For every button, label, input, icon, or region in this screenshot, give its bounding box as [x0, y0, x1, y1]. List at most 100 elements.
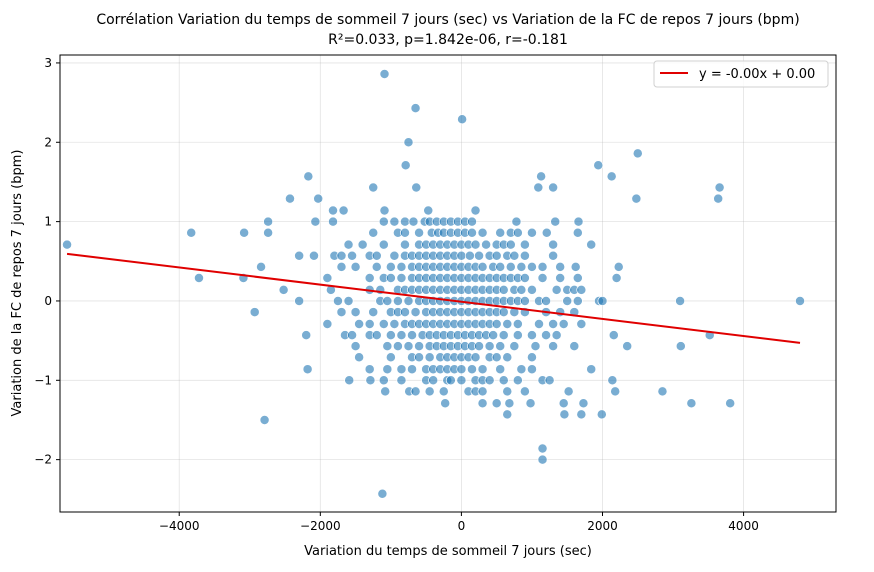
data-points: [62, 69, 805, 499]
data-point: [256, 261, 267, 272]
data-point: [509, 341, 520, 352]
y-tick-label: 2: [44, 135, 52, 149]
data-point: [389, 319, 400, 329]
data-point: [371, 261, 382, 272]
plot-frame: [59, 54, 837, 513]
data-point: [491, 352, 502, 363]
y-tick-label: 3: [44, 56, 52, 70]
data-point: [347, 250, 358, 261]
data-point: [400, 216, 410, 227]
data-point: [516, 284, 527, 295]
data-point: [502, 319, 513, 329]
data-point: [445, 375, 456, 386]
data-point: [322, 272, 333, 283]
data-point: [385, 261, 396, 272]
data-point: [551, 284, 562, 295]
data-point: [396, 375, 407, 386]
data-point: [456, 364, 467, 375]
data-point: [519, 250, 530, 261]
data-point: [725, 398, 736, 409]
x-tick-label: 0: [458, 519, 466, 533]
data-point: [519, 239, 530, 250]
data-point: [526, 330, 537, 341]
data-point: [385, 272, 396, 283]
regression-line: [66, 252, 801, 344]
data-point: [558, 398, 569, 409]
data-point: [365, 375, 376, 386]
data-point: [392, 296, 403, 306]
x-tick-label: 4000: [728, 519, 759, 533]
data-point: [310, 216, 321, 227]
data-point: [389, 216, 400, 227]
data-point: [502, 409, 513, 420]
data-point: [336, 307, 347, 318]
data-point: [278, 284, 289, 295]
x-tick-label: 2000: [587, 519, 618, 533]
data-point: [474, 250, 484, 261]
x-tick-label: −2000: [300, 519, 341, 533]
data-point: [559, 409, 570, 420]
data-point: [456, 250, 467, 261]
data-point: [368, 227, 379, 238]
data-point: [378, 375, 389, 386]
data-point: [400, 239, 410, 250]
data-point: [613, 261, 624, 272]
data-point: [368, 307, 379, 318]
data-point: [504, 398, 515, 409]
data-point: [537, 443, 548, 454]
y-tick-label: −2: [34, 453, 52, 467]
data-point: [593, 160, 604, 171]
data-point: [403, 341, 414, 352]
grid: [60, 55, 836, 512]
data-point: [484, 375, 495, 386]
data-point: [608, 330, 619, 341]
data-point: [285, 193, 295, 204]
data-point: [477, 227, 488, 238]
legend-box: [653, 60, 829, 88]
x-tick-label: −4000: [159, 519, 200, 533]
data-point: [505, 261, 516, 272]
data-point: [408, 216, 419, 227]
data-point: [511, 216, 522, 227]
data-point: [309, 250, 319, 261]
data-point: [555, 307, 566, 318]
data-point: [396, 364, 407, 375]
data-point: [378, 319, 389, 329]
legend: y = -0.00x + 0.00: [653, 60, 829, 88]
data-point: [606, 171, 617, 182]
data-point: [470, 205, 481, 216]
data-point: [474, 341, 484, 352]
data-point: [382, 364, 393, 375]
data-point: [795, 296, 805, 306]
data-point: [495, 364, 506, 375]
data-point: [526, 352, 537, 363]
data-point: [586, 239, 597, 250]
data-point: [332, 296, 343, 306]
data-point: [186, 227, 197, 238]
data-point: [424, 386, 435, 397]
data-point: [414, 227, 425, 238]
data-point: [576, 284, 587, 295]
data-point: [576, 319, 587, 329]
data-point: [350, 341, 361, 352]
data-point: [385, 330, 396, 341]
data-point: [586, 364, 597, 375]
data-point: [491, 250, 502, 261]
data-point: [526, 364, 537, 375]
y-tick-label: −1: [34, 373, 52, 387]
data-point: [495, 227, 506, 238]
data-point: [512, 330, 523, 341]
data-point: [519, 272, 530, 283]
data-point: [548, 250, 559, 261]
data-point: [572, 272, 583, 283]
data-point: [344, 375, 355, 386]
data-point: [294, 296, 305, 306]
data-point: [491, 398, 502, 409]
data-point: [555, 261, 566, 272]
data-point: [502, 352, 513, 363]
data-point: [403, 296, 414, 306]
data-point: [555, 272, 566, 283]
data-point: [414, 341, 425, 352]
data-point: [338, 205, 349, 216]
